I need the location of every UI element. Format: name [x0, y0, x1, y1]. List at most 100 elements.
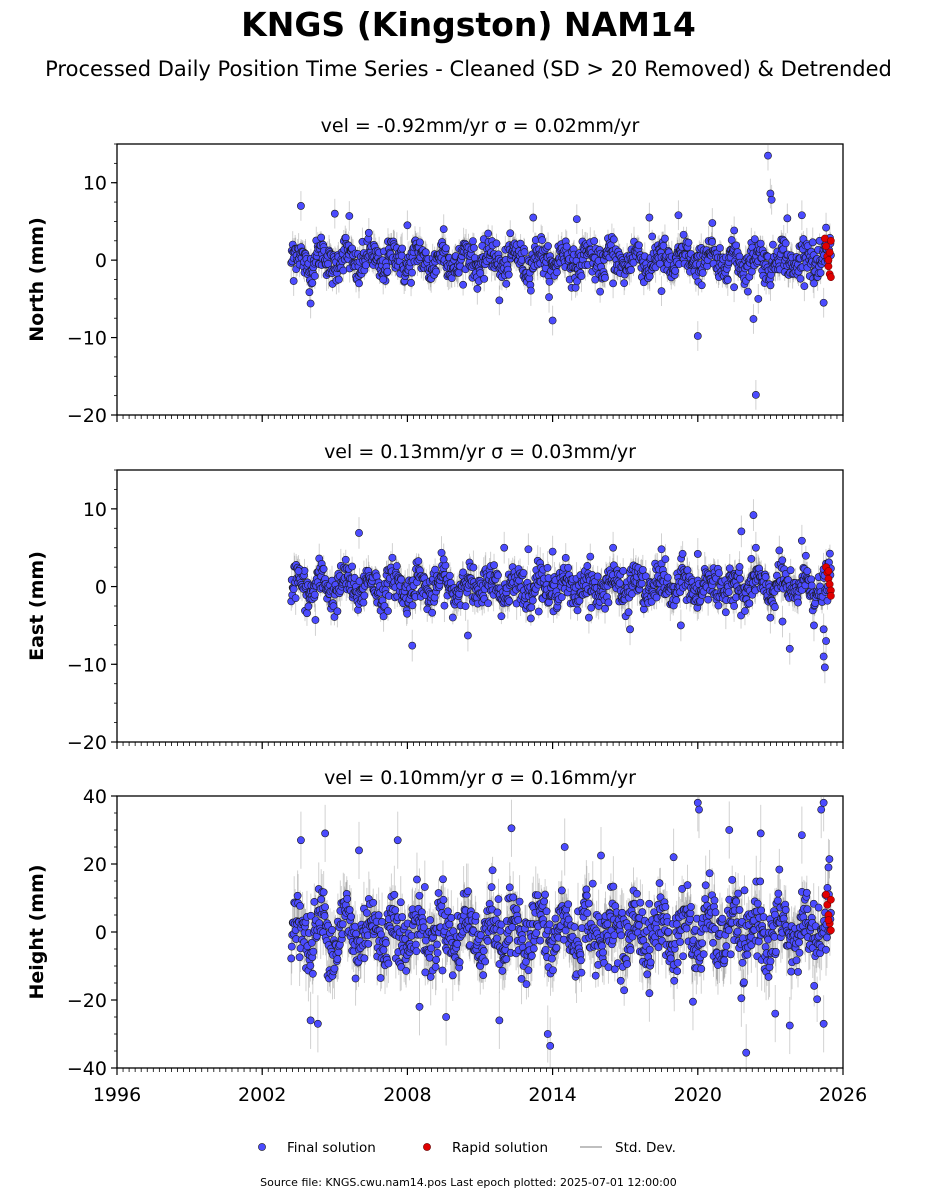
- rapid-solution-point: [825, 580, 834, 589]
- final-solution-point: [715, 569, 723, 577]
- final-solution-point: [310, 272, 319, 280]
- plot-area: [287, 499, 835, 684]
- rapid-solution-point: [825, 248, 834, 257]
- final-solution-point: [461, 602, 470, 611]
- final-solution-point: [304, 602, 313, 611]
- final-solution-point: [437, 548, 446, 557]
- final-solution-point: [671, 266, 680, 275]
- final-solution-point: [398, 244, 407, 253]
- final-solution-point: [360, 591, 369, 600]
- final-solution-point: [414, 557, 423, 566]
- final-solution-point: [723, 276, 732, 284]
- rapid-solution-point: [824, 256, 833, 264]
- final-solution-point: [745, 599, 754, 608]
- final-solution-point: [704, 595, 713, 604]
- final-solution-point: [545, 277, 554, 286]
- final-solution-point: [469, 563, 478, 572]
- final-solution-point: [769, 240, 777, 249]
- final-solution-point: [334, 275, 343, 284]
- final-solution-point: [459, 568, 468, 577]
- final-solution-point: [329, 602, 338, 611]
- final-solution-point: [397, 575, 406, 584]
- final-solution-point: [708, 219, 717, 227]
- final-solution-point: [297, 202, 305, 210]
- final-solution-point: [674, 211, 683, 220]
- final-solution-point: [764, 151, 772, 160]
- final-solution-point: [648, 232, 657, 241]
- final-solution-point: [289, 277, 298, 285]
- final-solution-point: [820, 663, 829, 672]
- rapid-solution-point: [822, 242, 830, 251]
- final-solution-point: [604, 598, 613, 607]
- final-solution-point: [403, 609, 412, 618]
- final-solution-point: [645, 213, 654, 222]
- final-solution-point: [494, 571, 502, 580]
- rapid-solution-point: [827, 592, 835, 600]
- final-solution-point: [355, 529, 363, 537]
- final-solution-point: [803, 567, 812, 575]
- final-solution-point: [620, 279, 629, 288]
- final-solution-point: [751, 543, 760, 552]
- rapid-solution-point: [827, 273, 835, 282]
- final-solution-point: [737, 527, 746, 536]
- final-solution-point: [564, 563, 573, 572]
- final-solution-point: [526, 286, 535, 295]
- y-axis-label: East (mm): [26, 551, 48, 661]
- final-solution-point: [808, 238, 817, 247]
- final-solution-point: [754, 294, 763, 303]
- final-solution-point: [749, 511, 758, 519]
- final-solution-point: [693, 550, 702, 558]
- final-solution-point: [797, 536, 806, 545]
- final-solution-point: [407, 278, 415, 287]
- final-solution-point: [756, 239, 765, 248]
- final-solution-point: [781, 239, 790, 248]
- final-solution-point: [545, 293, 553, 302]
- y-tick-label: 0: [95, 250, 107, 272]
- final-solution-point: [807, 581, 816, 590]
- final-solution-point: [684, 238, 693, 247]
- rapid-solution-point: [824, 567, 833, 575]
- final-solution-point: [822, 637, 830, 645]
- final-solution-point: [527, 603, 536, 612]
- final-solution-point: [415, 238, 424, 247]
- final-solution-point: [294, 567, 303, 575]
- final-solution-point: [730, 602, 738, 610]
- final-solution-point: [741, 607, 749, 615]
- final-solution-point: [490, 561, 498, 570]
- final-solution-point: [698, 269, 707, 277]
- final-solution-point: [359, 598, 368, 607]
- final-solution-point: [732, 241, 741, 250]
- final-solution-point: [635, 241, 643, 250]
- final-solution-point: [311, 616, 320, 624]
- final-solution-point: [388, 553, 397, 562]
- y-tick-label: −10: [67, 328, 107, 350]
- final-solution-point: [476, 269, 485, 278]
- final-solution-point: [291, 594, 300, 603]
- final-solution-point: [289, 585, 298, 594]
- final-solution-points: [287, 511, 835, 672]
- final-solution-point: [783, 214, 792, 223]
- final-solution-point: [573, 277, 581, 286]
- final-solution-point: [778, 556, 787, 565]
- final-solution-point: [593, 572, 602, 581]
- final-solution-point: [609, 543, 617, 552]
- final-solution-point: [454, 268, 463, 277]
- final-solution-point: [573, 606, 582, 615]
- final-solution-point: [615, 579, 624, 588]
- final-solution-point: [506, 229, 515, 238]
- final-solution-point: [408, 601, 417, 610]
- final-solution-point: [775, 546, 784, 555]
- final-solution-point: [750, 235, 759, 243]
- final-solution-point: [725, 564, 734, 573]
- final-solution-point: [749, 315, 758, 323]
- final-solution-point: [303, 609, 311, 618]
- plot-area: [287, 145, 835, 410]
- final-solution-point: [306, 299, 315, 308]
- final-solution-point: [766, 613, 775, 622]
- final-solution-point: [392, 562, 401, 570]
- final-solution-point: [601, 273, 609, 282]
- final-solution-point: [442, 244, 450, 253]
- final-solution-point: [528, 596, 537, 605]
- final-solution-point: [721, 608, 730, 617]
